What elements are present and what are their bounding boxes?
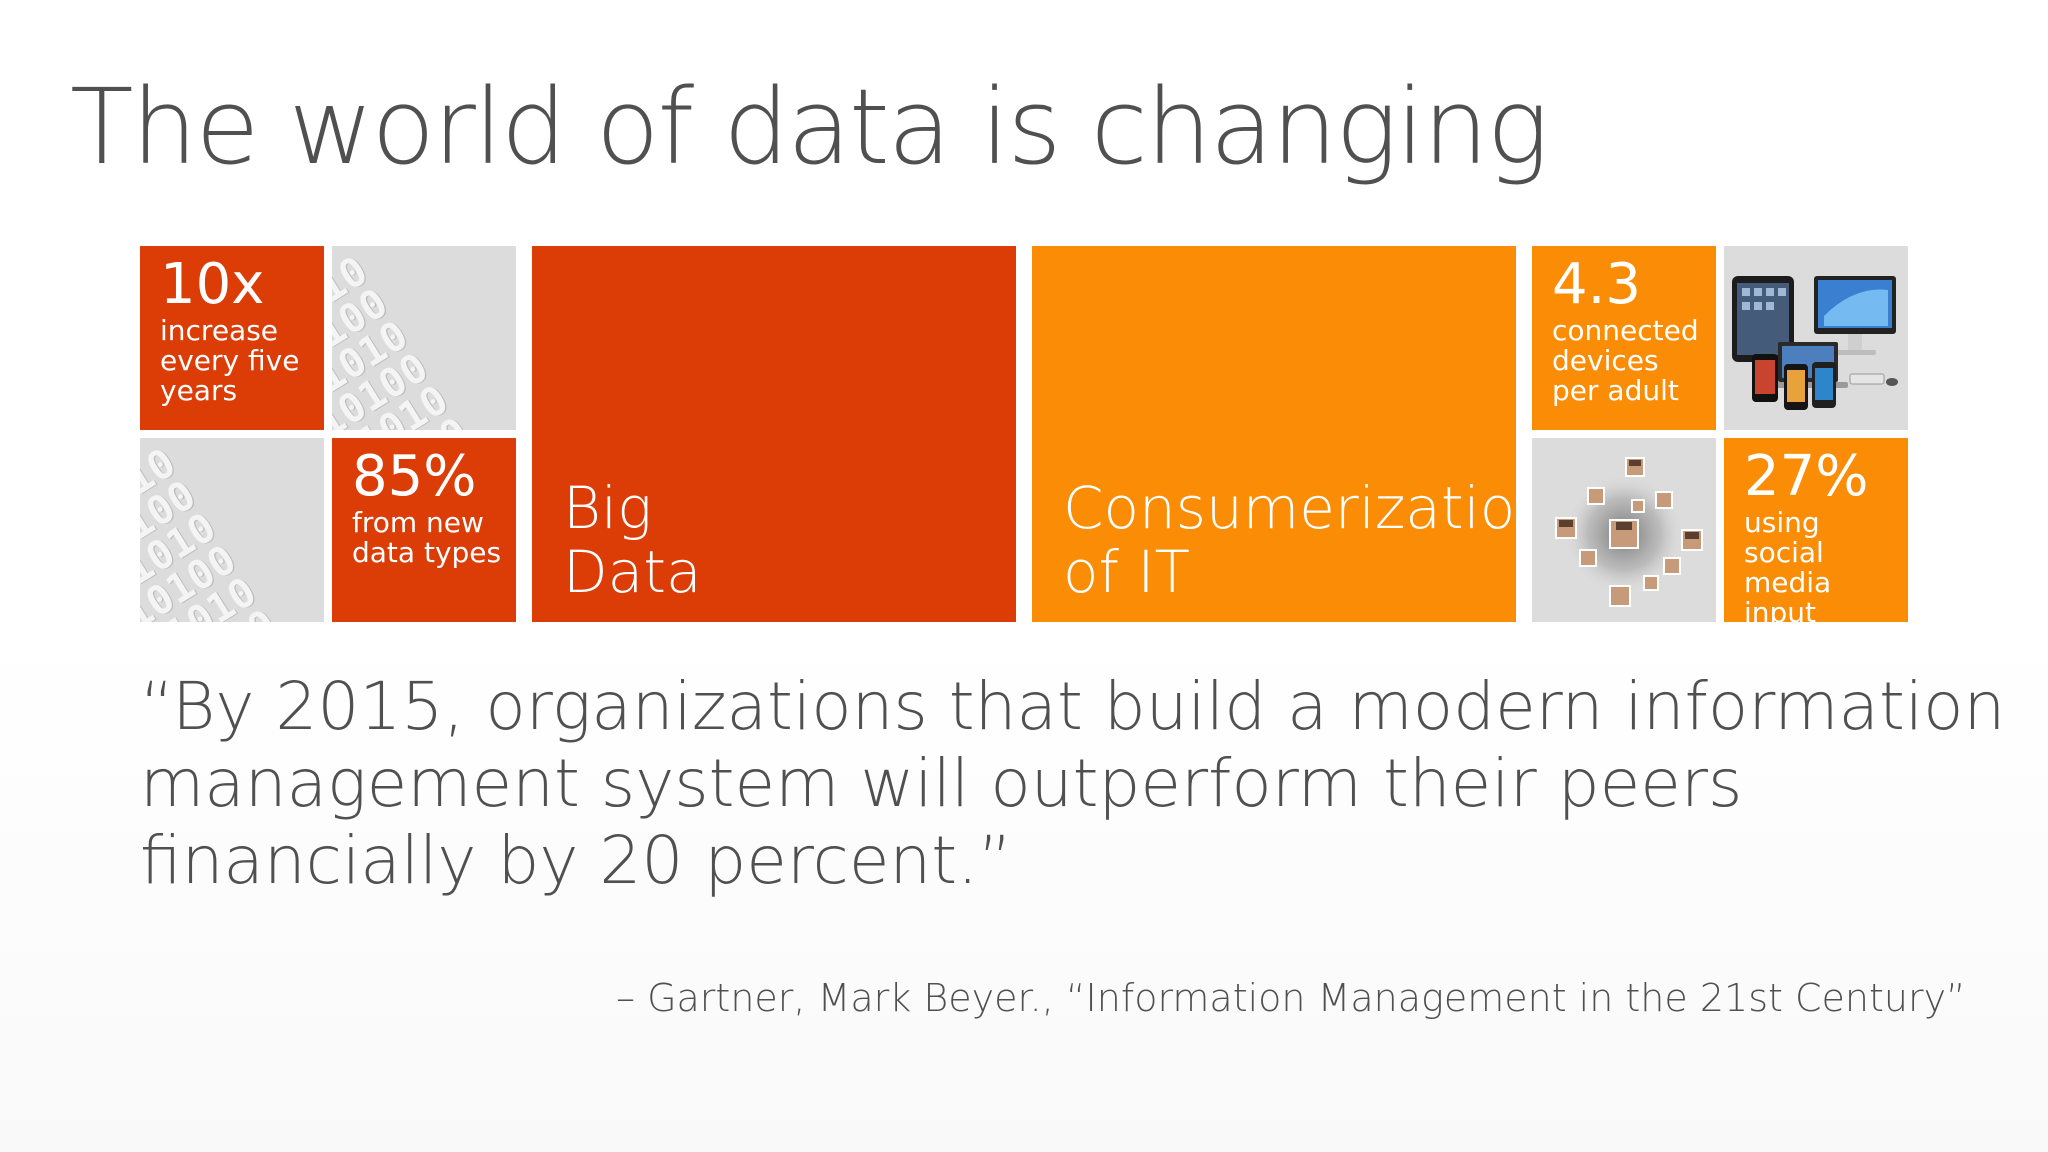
gartner-quote: “By 2015, organizations that build a mod…: [140, 668, 2006, 899]
devices-image: [1724, 246, 1908, 430]
stat-caption: using social media input: [1744, 506, 1832, 623]
stat-number: 85%: [352, 444, 477, 509]
tile-connected-devices: 4.3 connected devices per adult: [1532, 246, 1716, 430]
tile-consumerization-of-it: Consumerization of IT: [1032, 246, 1516, 622]
tile-label: Big Data: [563, 474, 702, 606]
tile-label: Consumerization of IT: [1063, 474, 1516, 606]
tile-big-data: Big Data: [532, 246, 1016, 622]
slide-title: The world of data is changing: [70, 66, 1549, 188]
stat-number: 10x: [160, 252, 265, 317]
devices-illustration: [1732, 276, 1898, 410]
stat-caption: from new data types: [352, 506, 502, 569]
stat-caption: increase every five years: [160, 314, 300, 407]
stat-number: 4.3: [1552, 252, 1642, 317]
tile-85-percent: 85% from new data types: [332, 438, 516, 622]
social-network-image: [1532, 438, 1716, 622]
stat-number: 27%: [1744, 444, 1869, 509]
quote-attribution: – Gartner, Mark Beyer., “Information Man…: [616, 976, 1966, 1020]
social-network-illustration: [1555, 457, 1703, 607]
tile-social-media: 27% using social media input: [1724, 438, 1908, 622]
stat-caption: connected devices per adult: [1552, 314, 1699, 407]
tile-10x-increase: 10x increase every five years: [140, 246, 324, 430]
binary-pattern-image: 01010 10100 01010 10100 01010 10100 0101…: [332, 246, 516, 430]
binary-pattern-image: 01010 10100 01010 10100 01010 10100 0101…: [140, 438, 324, 622]
